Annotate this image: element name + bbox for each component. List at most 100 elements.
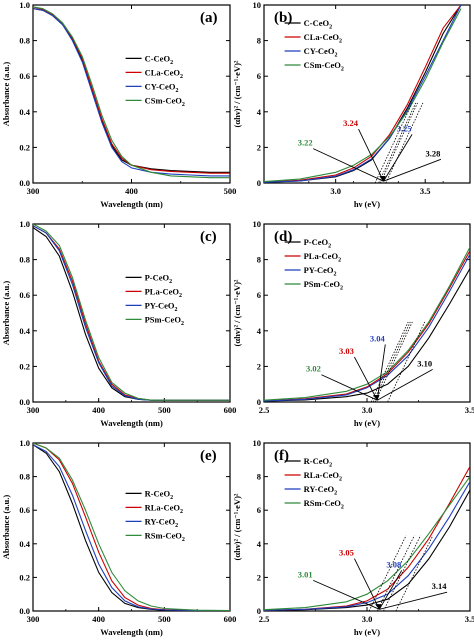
legend-entry: PSm-CeO2 <box>304 279 343 292</box>
y-tick-label: 4 <box>257 326 262 336</box>
annotation-arrow <box>353 558 380 610</box>
series-line-r-ceo2 <box>264 489 470 611</box>
y-tick-label: 0.8 <box>19 255 30 265</box>
annotation-arrow <box>313 148 384 182</box>
legend-entry: PSm-CeO2 <box>145 314 184 327</box>
y-axis-label: Absorbance (a.u.) <box>1 62 11 127</box>
legend-entry: P-CeO2 <box>145 272 173 285</box>
y-tick-label: 0.6 <box>19 71 30 81</box>
legend-entry: R-CeO2 <box>145 488 174 501</box>
plot-frame <box>263 4 471 184</box>
y-tick-label: 2 <box>257 572 261 582</box>
legend-entry: PY-CeO2 <box>304 265 337 278</box>
x-tick-label: 400 <box>125 186 138 196</box>
x-axis-label: Wavelength (nm) <box>100 199 163 209</box>
y-tick-label: 0.2 <box>19 142 30 152</box>
y-tick-label: 0.8 <box>19 36 30 46</box>
y-tick-label: 1.0 <box>19 438 30 448</box>
bandgap-value-label: 3.05 <box>339 548 354 558</box>
x-tick-label: 300 <box>27 614 40 624</box>
y-tick-label: 6 <box>257 71 261 81</box>
x-axis-label: Wavelength (nm) <box>100 418 163 428</box>
plot-frame <box>32 223 231 403</box>
panel-label: (a) <box>200 10 218 26</box>
y-tick-label: 2 <box>257 142 261 152</box>
x-tick-label: 3.5 <box>420 186 431 196</box>
panel-label: (b) <box>274 10 292 26</box>
x-axis-label: hν (eV) <box>354 199 380 209</box>
series-line-py-ceo2 <box>264 254 470 402</box>
tangent-line <box>368 535 407 612</box>
legend-entry: P-CeO2 <box>304 237 332 250</box>
legend-entry: RY-CeO2 <box>304 484 338 497</box>
x-tick-label: 400 <box>92 405 105 415</box>
x-tick-label: 400 <box>92 614 105 624</box>
legend-entry: R-CeO2 <box>304 456 333 469</box>
legend-entry: PLa-CeO2 <box>145 286 182 299</box>
tangent-line <box>383 535 421 612</box>
x-tick-label: 500 <box>158 614 171 624</box>
series-line-cla-ceo2 <box>33 6 230 174</box>
panel-b: 3.0 3.5 0 2 4 6 8 10 hν (eV) (αhν)² / (cm⁻¹·eV)² 3… <box>232 0 471 209</box>
y-tick-label: 10 <box>253 0 262 10</box>
series-line-cy-ceo2 <box>33 8 230 177</box>
x-tick-label: 3.5 <box>465 614 474 624</box>
y-tick-label: 1.0 <box>19 0 30 10</box>
series-line-rsm-ceo2 <box>33 443 230 611</box>
annotation-arrow <box>379 591 448 610</box>
plot-frame <box>32 442 231 612</box>
legend-entry: C-CeO2 <box>145 53 174 66</box>
panel-label: (e) <box>200 448 217 464</box>
x-tick-label: 3.5 <box>465 405 474 415</box>
series-line-ry-ceo2 <box>33 444 230 611</box>
arrow-head <box>373 395 380 401</box>
y-tick-label: 10 <box>253 219 262 229</box>
series-line-p-ceo2 <box>264 268 470 402</box>
y-axis-label: Absorbance (a.u.) <box>1 495 11 560</box>
y-tick-label: 0.2 <box>19 572 30 582</box>
x-tick-label: 300 <box>27 405 40 415</box>
legend-entry: CSm-CeO2 <box>304 60 344 73</box>
panel-a: 300 400 500 0.0 0.2 0.4 0.6 0.8 1.0 Wavelength (n… <box>1 0 236 209</box>
y-tick-label: 0.4 <box>19 107 30 117</box>
series-line-csm-ceo2 <box>33 6 230 179</box>
y-tick-label: 8 <box>257 255 261 265</box>
arrow-head <box>379 176 386 182</box>
bandgap-value-label: 3.10 <box>417 358 432 368</box>
y-tick-label: 0 <box>257 606 261 616</box>
x-tick-label: 2.5 <box>259 405 270 415</box>
y-tick-label: 0.6 <box>19 290 30 300</box>
y-tick-label: 0 <box>257 397 261 407</box>
x-tick-label: 3.0 <box>330 186 341 196</box>
y-tick-label: 6 <box>257 505 261 515</box>
y-tick-label: 6 <box>257 290 261 300</box>
bandgap-value-label: 3.14 <box>432 581 448 591</box>
x-tick-label: 500 <box>224 186 237 196</box>
y-tick-label: 0.4 <box>19 539 30 549</box>
y-tick-label: 1.0 <box>19 219 30 229</box>
annotation-arrow <box>383 158 442 182</box>
bandgap-value-label: 3.25 <box>397 123 412 133</box>
y-tick-label: 0.2 <box>19 361 30 371</box>
series-line-rla-ceo2 <box>33 443 230 611</box>
bandgap-value-label: 3.22 <box>298 138 313 148</box>
panel-label: (d) <box>274 229 292 245</box>
legend-entry: CLa-CeO2 <box>145 67 183 80</box>
tangent-line <box>395 535 434 612</box>
bandgap-value-label: 3.24 <box>343 118 359 128</box>
annotation-arrow <box>378 570 403 610</box>
x-tick-label: 600 <box>224 614 237 624</box>
x-tick-label: 600 <box>224 405 237 415</box>
annotation-arrow <box>376 344 386 401</box>
panel-label: (f) <box>274 448 289 464</box>
series-line-psm-ceo2 <box>33 224 230 401</box>
tangent-line <box>376 535 415 612</box>
y-axis-label: (αhν)² / (cm⁻¹·eV)² <box>232 279 242 346</box>
legend-entry: PY-CeO2 <box>145 300 178 313</box>
